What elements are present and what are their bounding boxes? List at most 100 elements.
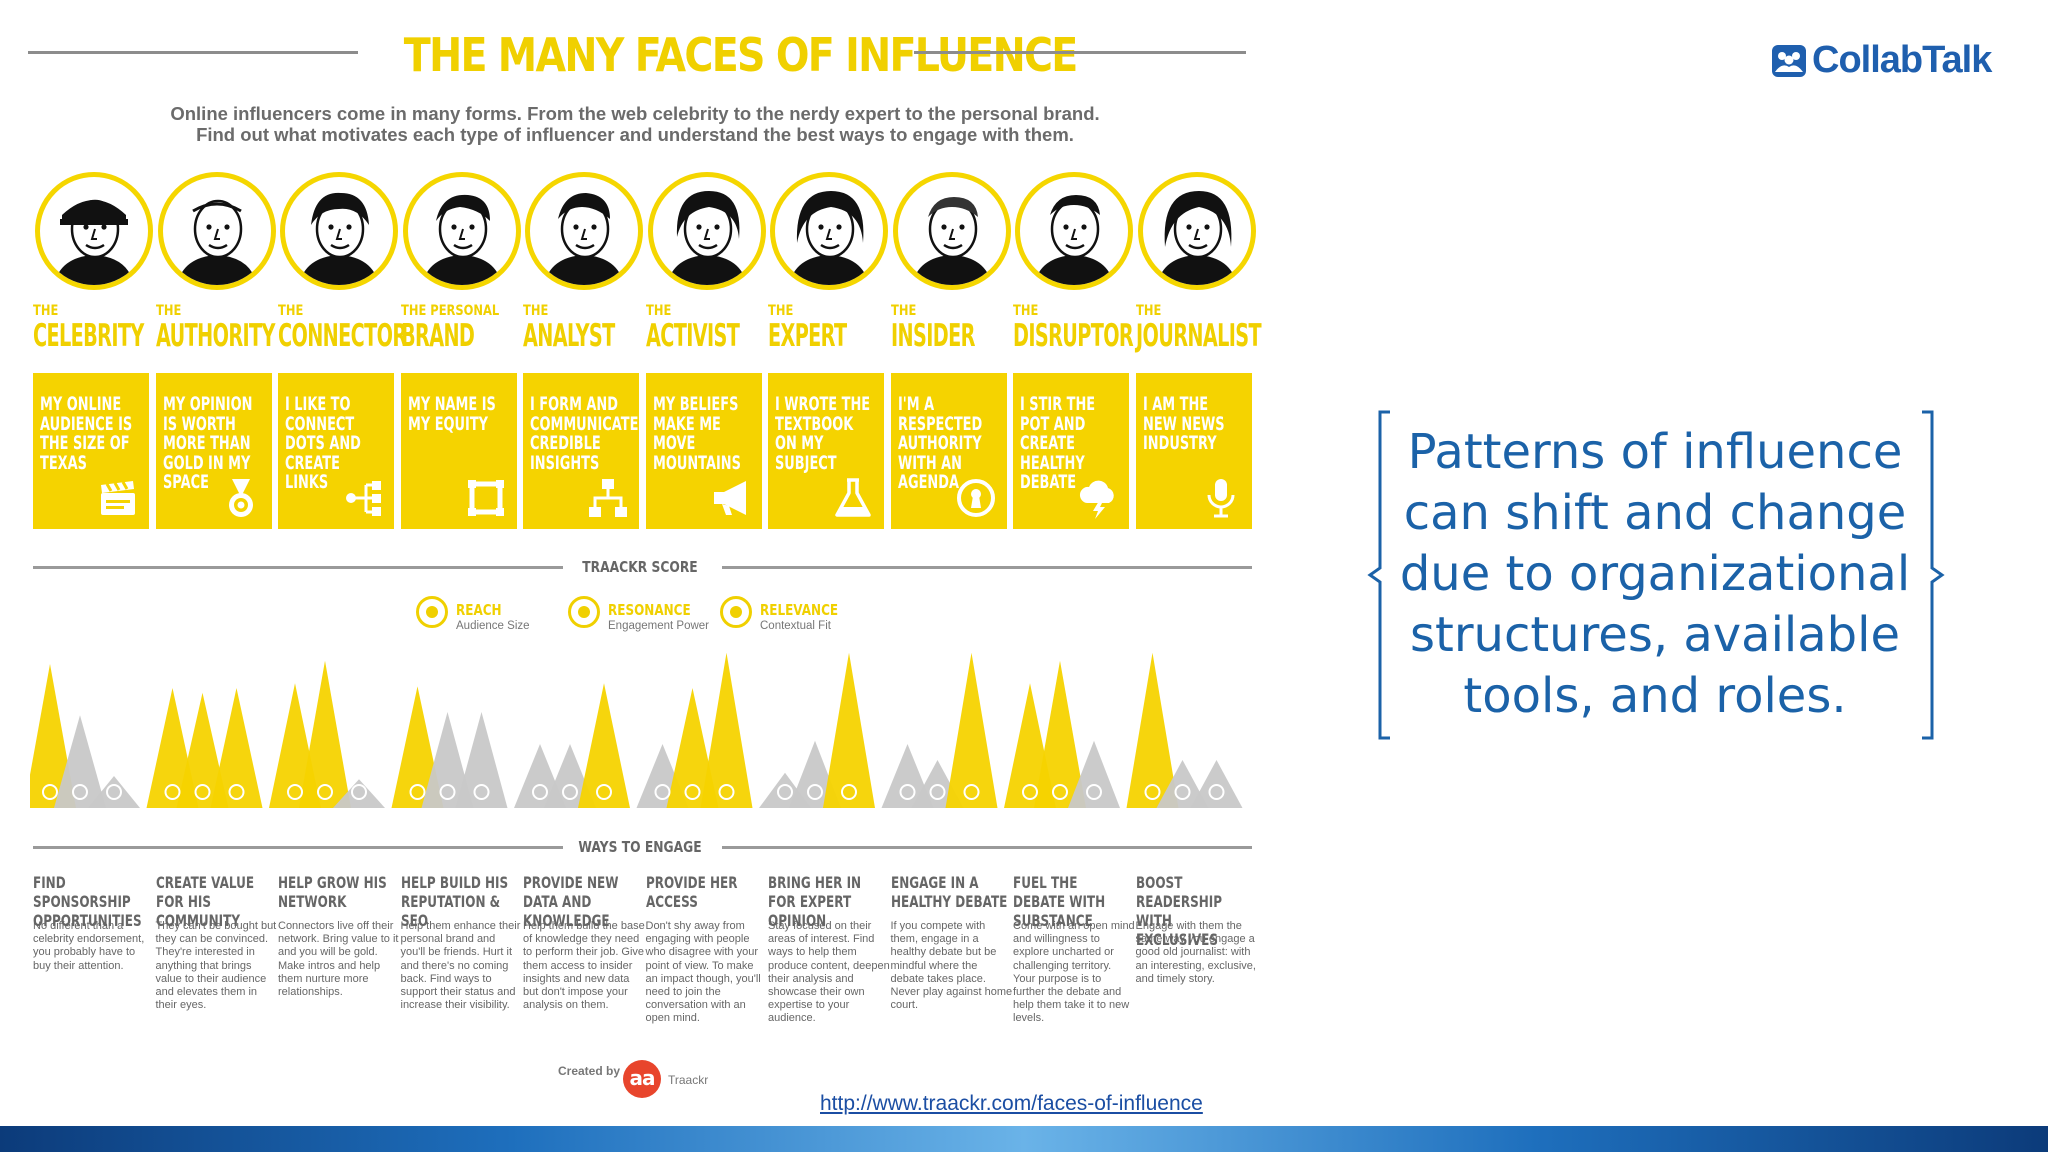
motto-box-9: I AM THE NEW NEWS INDUSTRY [1135,373,1252,529]
motto-box-7: I'M A RESPECTED AUTHORITY WITH AN AGENDA [890,373,1007,529]
relevance-icon [106,784,122,800]
clapperboard-icon [97,477,139,519]
motto-text: I'M A RESPECTED AUTHORITY WITH AN AGENDA [897,393,982,493]
profile-type-1: THE AUTHORITY [155,303,275,354]
reach-icon [164,784,181,800]
engage-title: BOOST READERSHIP WITH EXCLUSIVES [1135,873,1222,949]
profile-name: CONNECTOR [278,318,407,354]
profile-name: AUTHORITY [155,318,275,354]
peak-0-1 [54,715,106,808]
profile-name: JOURNALIST [1135,318,1262,354]
profile-type-5: THE ACTIVIST [646,304,764,353]
peak-0-2 [88,776,140,808]
score-heading: TRAACKR SCORE [582,558,698,576]
motto-text: I FORM AND COMMUNICATE CREDIBLE INSIGHTS [530,393,639,474]
resonance-icon [1174,784,1191,800]
creator-name: Traackr [668,1073,709,1087]
reach-icon [654,784,671,800]
resonance-icon [929,784,946,800]
title-rule-left [28,51,358,54]
profile-name: DISRUPTOR [1013,318,1134,354]
resonance-icon [684,784,701,800]
profile-type-4: THE ANALYST [523,304,641,353]
motto-box-0: MY ONLINE AUDIENCE IS THE SIZE OF TEXAS [33,373,149,529]
quote-text: Patterns of influence can shift and chan… [1399,424,1911,724]
source-link[interactable]: http://www.traackr.com/faces-of-influenc… [820,1092,1203,1115]
score-rule-left [33,566,563,569]
motto-text: MY ONLINE AUDIENCE IS THE SIZE OF TEXAS [40,393,133,474]
megaphone-icon [710,477,752,519]
motto-text: I STIR THE POT AND CREATE HEALTHY DEBATE [1020,393,1096,493]
peak-2-1 [299,660,351,808]
resonance-icon [807,784,823,800]
subtitle-line-1: Online influencers come in many forms. F… [170,103,1100,124]
subtitle-line-2: Find out what motivates each type of inf… [196,124,1074,145]
reach-icon [1144,784,1161,800]
avatar-5 [647,172,766,290]
engage-text: No different than a celebrity endorsemen… [33,920,145,972]
resonance-icon [317,784,333,800]
relevance-icon [351,784,367,800]
relevance-icon [1086,784,1102,800]
frame-icon [465,477,507,519]
engage-text: Help them build the base of knowledge th… [523,920,645,1012]
engage-text: Come with an open mind and willingness t… [1013,920,1135,1025]
reach-icon [409,784,426,800]
motto-box-3: MY NAME IS MY EQUITY [400,373,517,529]
peak-3-2 [455,712,508,808]
reach-icon [416,596,448,628]
profile-type-8: THE DISRUPTOR [1013,303,1134,354]
logo-text: CollabTalk [1812,39,1992,81]
medal-icon [220,477,262,519]
motto-text: I LIKE TO CONNECT DOTS AND CREATE LINKS [285,393,361,493]
resonance-icon [194,784,211,800]
peak-7-2 [945,652,998,808]
resonance-icon [439,784,456,800]
peak-5-2 [700,652,753,808]
reach-icon [42,784,58,800]
score-rule-right [722,566,1252,569]
engage-item-8: FUEL THE DEBATE WITH SUBSTANCE Come with … [1013,873,1135,1026]
relevance-icon [228,784,245,800]
relevance-icon [718,784,735,800]
engage-title: HELP BUILD HIS REPUTATION & SEO [400,873,508,930]
legend-label: REACH [456,601,502,619]
peak-9-0 [1126,652,1179,808]
peak-4-2 [578,683,630,808]
engage-title: ENGAGE IN A HEALTHY DEBATE [890,873,1007,911]
reach-icon [899,784,916,800]
peak-8-2 [1068,740,1120,808]
motto-box-4: I FORM AND COMMUNICATE CREDIBLE INSIGHTS [523,373,639,529]
relevance-icon [963,784,980,800]
profile-type-7: THE INSIDER [891,304,1009,353]
profile-prefix: THE [33,303,59,319]
motto-box-2: I LIKE TO CONNECT DOTS AND CREATE LINKS [278,373,394,529]
profile-prefix: THE [1013,303,1039,319]
profile-prefix: THE [278,303,304,319]
engage-item-6: BRING HER IN FOR EXPERT OPINION Stay focu… [768,873,890,1026]
engage-title: FUEL THE DEBATE WITH SUBSTANCE [1013,873,1106,930]
engage-rule-right [722,846,1252,849]
resonance-icon [568,596,600,628]
avatar-1 [157,172,276,290]
microphone-icon [1200,477,1242,519]
keyhole-icon [955,477,997,519]
avatar-9 [1137,172,1256,290]
legend-sub: Contextual Fit [760,620,831,632]
engage-item-3: HELP BUILD HIS REPUTATION & SEO Help them… [400,873,521,1012]
motto-box-8: I STIR THE POT AND CREATE HEALTHY DEBATE [1013,373,1129,529]
engage-title: FIND SPONSORSHIP OPPORTUNITIES [33,873,142,930]
people-icon [1772,45,1806,77]
relevance-icon [720,596,752,628]
legend-sub: Audience Size [456,620,530,632]
infographic-title: THE MANY FACES OF INFLUENCE [403,28,1078,82]
engage-item-1: CREATE VALUE FOR HIS COMMUNITY They can't… [156,873,277,1012]
profile-prefix: THE [155,303,181,319]
infographic-subtitle: Online influencers come in many forms. F… [130,103,1140,145]
reach-icon [532,784,548,800]
avatar-0 [35,172,153,290]
legend-label: RESONANCE [608,601,691,619]
resonance-icon [1052,784,1068,800]
motto-box-5: MY BELIEFS MAKE ME MOVE MOUNTAINS [645,373,762,529]
